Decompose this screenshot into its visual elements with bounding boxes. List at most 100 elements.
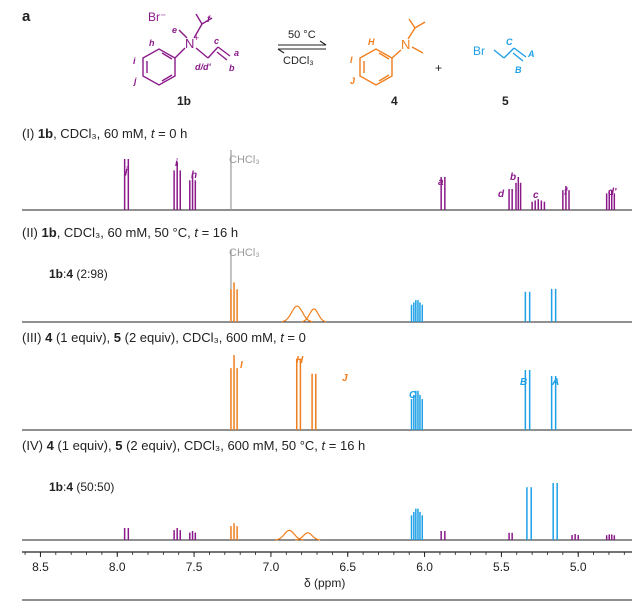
spectrum-peak — [230, 282, 238, 322]
proton-label-C: C — [506, 37, 513, 47]
proton-label-f: f — [207, 14, 211, 24]
peak-label-h: h — [191, 170, 197, 181]
bond-ring-n — [391, 49, 402, 59]
peak-label-I: I — [240, 360, 243, 371]
spectrum-heading-1: (I) 1b, CDCl₃, 60 mM, t = 0 h — [22, 126, 187, 141]
condition-temperature: 50 °C — [288, 29, 316, 41]
proton-label-b: b — [229, 63, 235, 73]
spectrum-peak — [524, 370, 531, 430]
spectrum-heading-3: (III) 4 (1 equiv), 5 (2 equiv), CDCl₃, 6… — [22, 330, 306, 345]
spectrum-2 — [22, 250, 632, 323]
spectrum-peak — [571, 534, 579, 540]
positive-charge: + — [194, 33, 199, 43]
spectrum-peak — [123, 528, 130, 540]
ring-double-bond — [161, 74, 173, 82]
proton-label-i: i — [133, 56, 136, 66]
compound-5-structure — [493, 47, 527, 62]
benzene-ring-1b — [142, 48, 176, 86]
proton-label-a: a — [234, 48, 239, 58]
bond-isopropyl-me2 — [201, 17, 213, 25]
broad-peak — [275, 529, 304, 541]
spectrum-peak — [189, 531, 197, 540]
condition-solvent: CDCl₃ — [283, 55, 314, 67]
peak-label-dprime: d' — [608, 187, 617, 198]
proton-label-H: H — [368, 37, 375, 47]
peak-label-J: J — [342, 373, 348, 384]
peak-label-B: B — [520, 377, 527, 388]
spectrum-peak — [508, 532, 513, 540]
spectrum-peak — [605, 534, 616, 540]
ring-double-bond — [161, 52, 173, 60]
compound-1b-structure — [142, 13, 231, 86]
x-tick-label: 8.0 — [109, 560, 126, 574]
nitrogen-atom-4: N — [401, 37, 410, 52]
spectrum-peak — [524, 291, 531, 322]
spectrum-1 — [22, 150, 632, 211]
proton-label-I: I — [350, 55, 353, 65]
bromine-atom: Br — [473, 44, 485, 58]
bond-isopropyl-me1 — [195, 13, 203, 25]
bond-allyl-ch — [207, 46, 219, 59]
spectrum-peak — [295, 532, 321, 541]
compound-label-5: 5 — [502, 94, 509, 108]
equilibrium-arrows — [277, 40, 327, 54]
ring-double-bond — [378, 74, 390, 82]
plus-between-products: + — [435, 61, 442, 75]
compound-label-4: 4 — [391, 94, 398, 108]
bond-n-isopropyl — [407, 27, 416, 40]
spectrum-peak — [440, 531, 446, 540]
x-tick-label: 5.5 — [493, 560, 510, 574]
x-axis: 8.5 8.0 7.5 7.0 6.5 6.0 5.5 5.0 — [22, 551, 632, 574]
proton-label-e: e — [172, 25, 177, 35]
bond-ring-n — [174, 47, 186, 59]
proton-label-j: j — [133, 76, 137, 86]
bromide-label: Br⁻ — [148, 10, 166, 24]
spectrum-4 — [22, 483, 632, 541]
ratio-label-2: 1b:4 (2:98) — [49, 267, 108, 281]
spectrum-peak — [605, 190, 616, 210]
spectrum-peak — [410, 508, 424, 540]
ring-double-bond — [378, 52, 390, 60]
nitrogen-atom-1b: N — [185, 36, 194, 51]
peak-label-b: b — [510, 172, 516, 183]
spectrum-heading-4: (IV) 4 (1 equiv), 5 (2 equiv), CDCl₃, 60… — [22, 438, 365, 453]
peak-label-d: d — [498, 189, 505, 200]
x-tick-label: 6.0 — [416, 560, 433, 574]
spectrum-peak — [295, 358, 302, 430]
bond-isopropyl-me1 — [408, 18, 416, 29]
panel-letter: a — [22, 8, 31, 25]
broad-peak — [295, 532, 321, 541]
peak-label-c: c — [533, 190, 539, 201]
spectrum-peak — [550, 288, 557, 322]
bond-isopropyl-me2 — [414, 21, 426, 29]
compound-4-structure — [359, 18, 426, 86]
reaction-scheme: Br⁻ N + e f c a b d/d' h i j 1b 50 °C CD… — [133, 10, 535, 108]
spectrum-peak — [440, 177, 446, 210]
spectrum-peak — [173, 528, 182, 540]
broad-peak — [301, 308, 327, 323]
proton-label-dd: d/d' — [195, 62, 211, 72]
x-tick-label: 8.5 — [32, 560, 49, 574]
spectrum-peak — [173, 162, 182, 210]
spectrum-peak — [275, 529, 304, 541]
spectrum-peak — [531, 199, 546, 210]
x-tick-label: 6.5 — [339, 560, 356, 574]
x-tick-label: 7.0 — [263, 560, 280, 574]
solvent-label-chcl3-1: CHCl₃ — [229, 154, 260, 166]
benzene-ring-4 — [359, 48, 393, 86]
bond-allyl-double — [217, 46, 231, 57]
spectrum-peak — [410, 390, 424, 430]
spectrum-peak — [230, 523, 238, 540]
spectrum-3 — [22, 355, 632, 431]
proton-label-c: c — [214, 36, 219, 46]
spectrum-peak — [508, 189, 513, 210]
bond-n-methyl — [178, 29, 188, 39]
bond-allyl-double2 — [216, 51, 228, 61]
bond-n-methyl — [411, 46, 424, 54]
solvent-label-chcl3-2: CHCl₃ — [229, 247, 260, 259]
spectrum-peak — [311, 373, 317, 430]
spectrum-peak — [410, 300, 424, 322]
x-tick-label: 7.5 — [186, 560, 203, 574]
compound-label-1b: 1b — [177, 94, 191, 108]
